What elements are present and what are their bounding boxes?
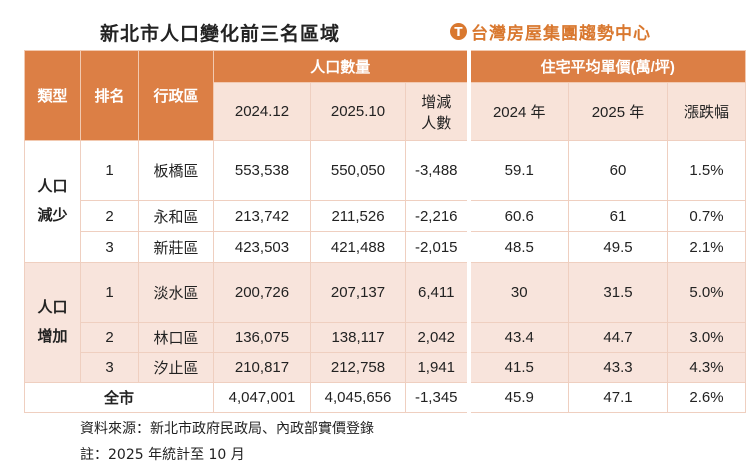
type-label: 人口 <box>37 299 68 316</box>
logo: T 台灣房屋集團趨勢中心 <box>450 19 651 44</box>
header-type: 類型 <box>24 50 81 141</box>
header-price-change: 漲跌幅 <box>667 82 746 141</box>
cell-change: 2,042 <box>405 322 471 353</box>
table-row: 2 永和區 213,742 211,526 -2,216 60.6 61 0.7% <box>25 200 746 232</box>
table-row: 3 新莊區 423,503 421,488 -2,015 48.5 49.5 2.1% <box>25 231 746 263</box>
cell-price-2024: 43.4 <box>468 322 569 353</box>
header-price: 住宅平均單價(萬/坪) <box>468 50 746 83</box>
cell-change: 1,941 <box>405 352 471 383</box>
type-label: 人口 <box>37 178 68 195</box>
cell-price-2025: 60 <box>568 140 668 201</box>
table-row: 3 汐止區 210,817 212,758 1,941 41.5 43.3 4.3% <box>25 352 746 383</box>
table-row: 人口 減少 1 板橋區 553,538 550,050 -3,488 59.1 60 1.5% <box>24 140 746 263</box>
cell-rank: 3 <box>80 352 139 383</box>
cell-rank: 2 <box>80 200 139 232</box>
header-rank: 排名 <box>80 50 139 141</box>
cell-type: 人口 增加 <box>24 262 81 383</box>
cell-pop-2025: 4,045,656 <box>310 382 406 413</box>
cell-price-2025: 31.5 <box>568 262 668 323</box>
cell-district: 新莊區 <box>138 231 214 263</box>
cell-pop-2024: 136,075 <box>213 322 311 353</box>
cell-price-change: 5.0% <box>667 262 746 323</box>
cell-price-2024: 30 <box>468 262 569 323</box>
cell-pop-2024: 4,047,001 <box>213 382 311 413</box>
cell-price-2025: 61 <box>568 200 668 232</box>
cell-price-change: 2.1% <box>667 231 746 263</box>
source-note: 資料來源：新北市政府民政局、內政部實價登錄 <box>80 421 374 437</box>
cell-pop-2024: 200,726 <box>213 262 311 323</box>
cell-district: 永和區 <box>138 200 214 232</box>
logo-text: 台灣房屋集團趨勢中心 <box>471 24 651 44</box>
cell-pop-2025: 211,526 <box>310 200 406 232</box>
cell-district: 林口區 <box>138 322 214 353</box>
header-pop-2025: 2025.10 <box>310 82 406 141</box>
cell-rank: 1 <box>80 262 139 323</box>
header-population: 人口數量 <box>213 50 471 83</box>
cell-price-2024: 45.9 <box>468 382 569 413</box>
total-label: 全市 <box>24 382 214 413</box>
header-pop-change-line1: 增減 <box>421 93 452 111</box>
table-row: 2 林口區 136,075 138,117 2,042 43.4 44.7 3.0% <box>25 322 746 353</box>
table-row: 人口 增加 1 淡水區 200,726 207,137 6,411 30 31.5 5.0% <box>24 262 746 383</box>
cell-price-change: 2.6% <box>667 382 746 413</box>
cell-rank: 3 <box>80 231 139 263</box>
header-pop-2024: 2024.12 <box>213 82 311 141</box>
logo-icon: T <box>450 23 467 40</box>
header-pop-change-line2: 人數 <box>421 114 452 132</box>
cell-price-2024: 48.5 <box>468 231 569 263</box>
type-label: 減少 <box>37 206 68 224</box>
cell-pop-2025: 550,050 <box>310 140 406 201</box>
cell-district: 汐止區 <box>138 352 214 383</box>
cell-price-2024: 60.6 <box>468 200 569 232</box>
cell-price-change: 4.3% <box>667 352 746 383</box>
cell-price-2024: 59.1 <box>468 140 569 201</box>
cell-price-2024: 41.5 <box>468 352 569 383</box>
remark-note: 註：2025 年統計至 10 月 <box>80 447 245 463</box>
cell-change: -2,015 <box>405 231 471 263</box>
cell-price-change: 3.0% <box>667 322 746 353</box>
cell-pop-2025: 207,137 <box>310 262 406 323</box>
header-price-2025: 2025 年 <box>568 82 668 141</box>
cell-price-2025: 43.3 <box>568 352 668 383</box>
cell-change: -2,216 <box>405 200 471 232</box>
header-pop-change: 增減 人數 <box>405 82 471 141</box>
cell-rank: 1 <box>80 140 139 201</box>
cell-pop-2024: 423,503 <box>213 231 311 263</box>
cell-pop-2025: 212,758 <box>310 352 406 383</box>
cell-pop-2024: 213,742 <box>213 200 311 232</box>
cell-pop-2025: 421,488 <box>310 231 406 263</box>
cell-pop-2024: 210,817 <box>213 352 311 383</box>
header-district: 行政區 <box>138 50 214 141</box>
cell-pop-2025: 138,117 <box>310 322 406 353</box>
cell-type: 人口 減少 <box>24 140 81 263</box>
cell-district: 板橋區 <box>138 140 214 201</box>
population-table: 類型 排名 行政區 人口數量 住宅平均單價(萬/坪) 2024.12 2025.… <box>24 50 746 413</box>
cell-pop-2024: 553,538 <box>213 140 311 201</box>
cell-change: 6,411 <box>405 262 471 323</box>
cell-price-change: 0.7% <box>667 200 746 232</box>
cell-price-2025: 44.7 <box>568 322 668 353</box>
cell-change: -1,345 <box>405 382 471 413</box>
total-row: 全市 4,047,001 4,045,656 -1,345 45.9 47.1 … <box>24 382 746 413</box>
cell-rank: 2 <box>80 322 139 353</box>
type-label: 增加 <box>37 327 68 345</box>
page-title: 新北市人口變化前三名區域 <box>100 23 341 45</box>
cell-district: 淡水區 <box>138 262 214 323</box>
cell-price-2025: 47.1 <box>568 382 668 413</box>
cell-price-change: 1.5% <box>667 140 746 201</box>
header-price-2024: 2024 年 <box>468 82 569 141</box>
cell-price-2025: 49.5 <box>568 231 668 263</box>
cell-change: -3,488 <box>405 140 471 201</box>
